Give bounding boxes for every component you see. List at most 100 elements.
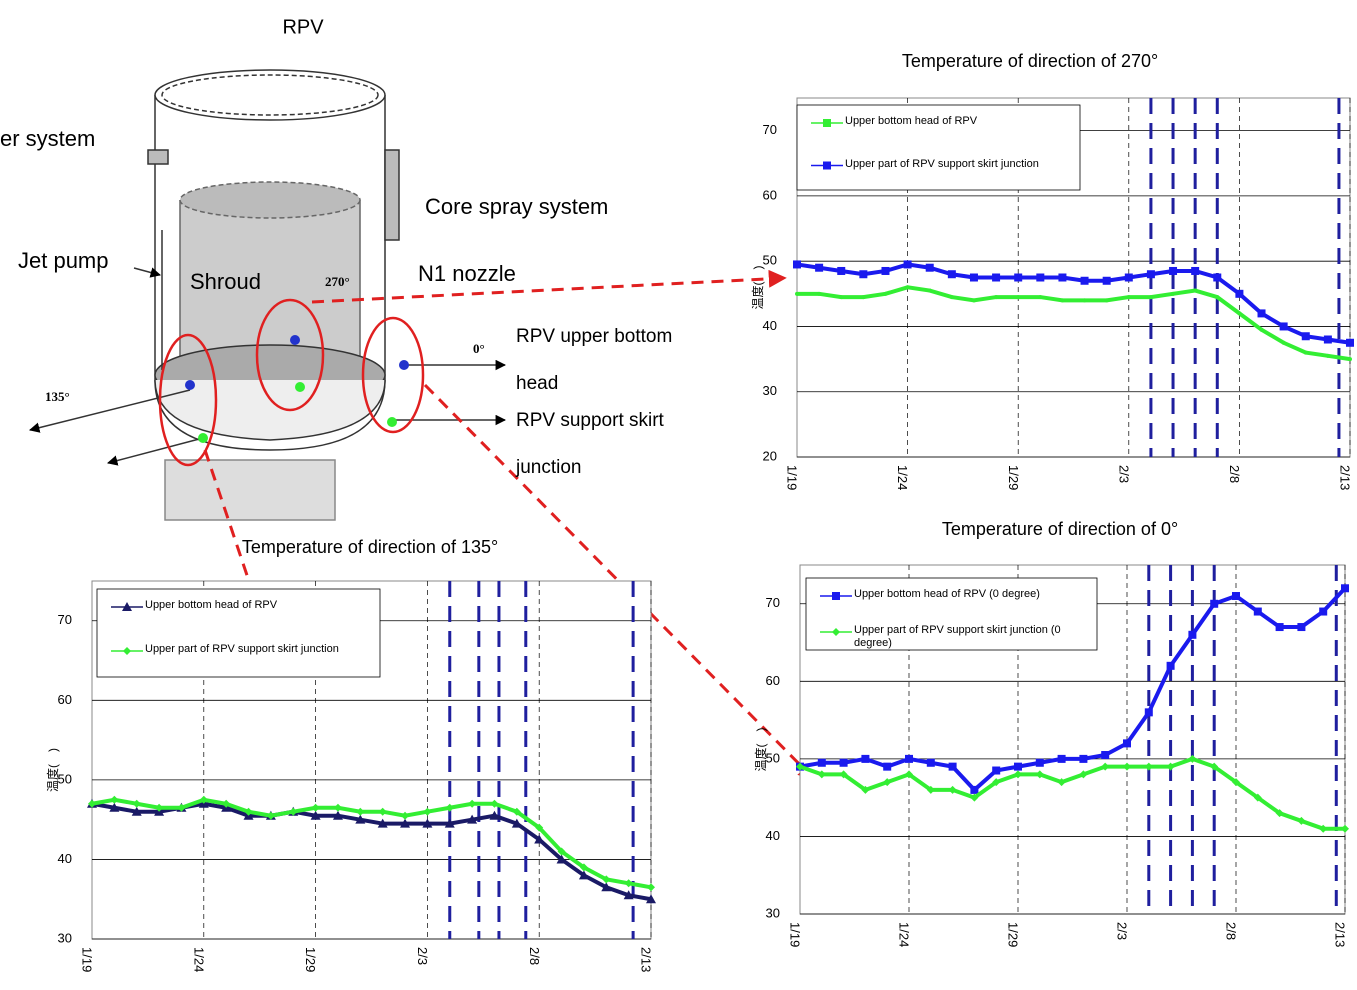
data-point [1297, 816, 1306, 825]
y-tick-label: 40 [763, 318, 777, 333]
data-point [1079, 770, 1088, 779]
chart-title: Temperature of direction of 270° [902, 51, 1158, 71]
x-tick-label: 1/19 [785, 465, 800, 490]
data-point [817, 770, 826, 779]
data-point [311, 803, 320, 812]
data-point [947, 270, 956, 279]
chart: Temperature of direction of 270° 20 30 40 50… [750, 51, 1354, 490]
legend-text-box: Upper bottom head of RPV [145, 599, 278, 611]
data-point [244, 807, 253, 816]
data-point [535, 823, 544, 832]
data-point [1060, 298, 1065, 303]
data-point [266, 811, 275, 820]
diagram-label: N1 nozzle [418, 261, 516, 286]
data-point [861, 785, 870, 794]
data-point [1101, 751, 1110, 760]
data-point [837, 266, 846, 275]
x-tick-label: 2/3 [415, 947, 430, 965]
data-point [1232, 592, 1240, 601]
data-point [1303, 350, 1308, 355]
data-point [88, 799, 96, 808]
data-point [445, 803, 454, 812]
data-point [925, 263, 934, 272]
y-tick-label: 70 [766, 595, 780, 610]
data-point [1123, 739, 1131, 748]
data-point [378, 807, 387, 816]
data-point [1035, 758, 1044, 767]
data-point [400, 818, 411, 828]
x-tick-label: 2/8 [1224, 922, 1239, 940]
data-point [1323, 335, 1332, 344]
x-tick-label: 1/24 [897, 922, 912, 947]
x-tick-label: 2/8 [1227, 465, 1242, 483]
data-point [1191, 266, 1200, 275]
data-point [1148, 295, 1153, 300]
data-point [1193, 288, 1198, 293]
data-point [1080, 276, 1089, 285]
data-point [926, 758, 935, 767]
x-tick-label: 1/19 [80, 947, 95, 972]
data-point [1104, 298, 1109, 303]
series-line [91, 797, 652, 890]
x-tick-label: 2/8 [527, 947, 542, 965]
data-point [1213, 273, 1222, 282]
legend-text-box: Upper part of RPV support skirt junction [845, 158, 1039, 170]
data-point [1014, 770, 1022, 779]
data-point [1038, 295, 1043, 300]
legend-text-box: Upper bottom head of RPV (0 degree) [854, 588, 1040, 600]
series-line [799, 756, 1345, 831]
data-point [1341, 824, 1349, 833]
data-point [511, 818, 522, 828]
data-point [1144, 708, 1153, 717]
data-point [883, 291, 888, 296]
data-point [948, 762, 957, 771]
data-point [905, 754, 913, 763]
data-point [839, 770, 848, 779]
data-point [927, 288, 932, 293]
data-point [1166, 661, 1175, 670]
data-point [1210, 599, 1219, 608]
data-point [423, 807, 432, 816]
legend-text-box: Upper part of RPV support skirt junction [145, 643, 339, 655]
x-tick-label: 1/29 [1006, 465, 1021, 490]
data-point [1235, 289, 1244, 298]
legend-label: Upper part of RPV support skirt junction… [854, 624, 1061, 649]
data-point [1171, 291, 1176, 296]
data-point [490, 799, 499, 808]
data-point [1016, 295, 1021, 300]
data-point [199, 795, 208, 804]
y-tick-label: 30 [58, 930, 72, 945]
data-point [1325, 353, 1330, 358]
data-point [333, 803, 342, 812]
legend [805, 577, 1098, 651]
data-point [601, 882, 612, 892]
x-tick-label: 2/13 [1338, 465, 1353, 490]
data-point [1014, 273, 1023, 282]
data-point [646, 894, 656, 904]
x-tick-label: 2/3 [1115, 922, 1130, 940]
data-point [970, 793, 979, 802]
data-point [1346, 338, 1354, 347]
data-point [1215, 295, 1220, 300]
legend-label: Upper bottom head of RPV (0 degree) [854, 588, 1040, 600]
data-point [905, 770, 913, 779]
data-point [1210, 762, 1219, 771]
data-point [1188, 630, 1197, 639]
data-point [512, 807, 521, 816]
data-point [1188, 754, 1197, 763]
diagram-label: 270° [325, 274, 350, 289]
legend-text-box: Upper part of RPV support skirt junction… [854, 624, 1061, 649]
data-point [1126, 295, 1131, 300]
data-point [1253, 793, 1262, 802]
data-point [355, 814, 366, 824]
data-point [823, 119, 831, 127]
data-point [795, 291, 799, 296]
legend-text-box: Upper bottom head of RPV [845, 115, 977, 127]
legend-label: Upper bottom head of RPV [145, 599, 278, 611]
data-point [534, 834, 545, 844]
data-point [1124, 273, 1133, 282]
y-tick-label: 70 [763, 122, 777, 137]
data-point [905, 285, 910, 290]
data-point [1341, 584, 1349, 593]
